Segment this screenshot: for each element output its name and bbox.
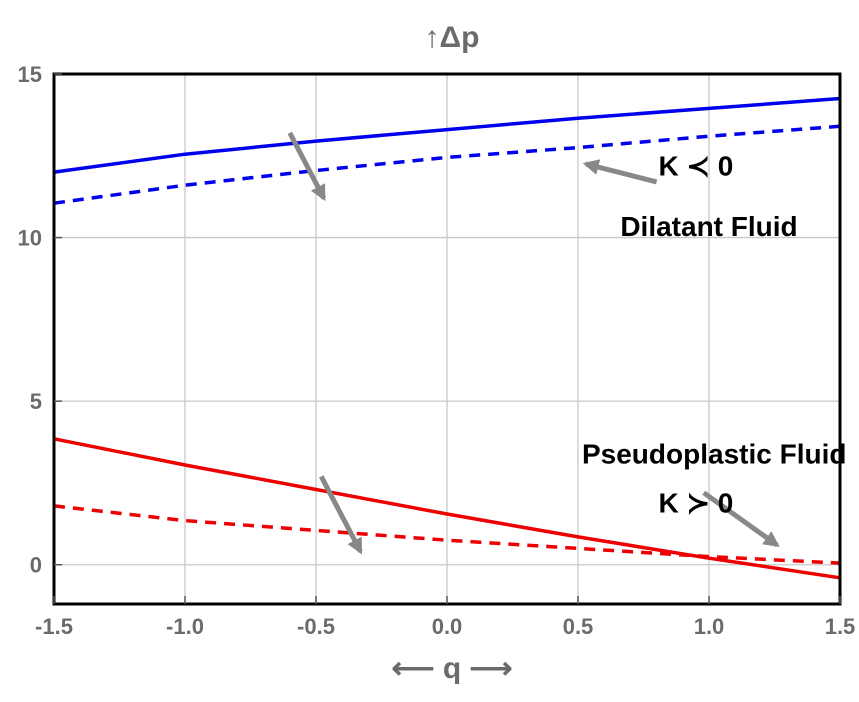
x-tick-label-1: -1.0 [166, 614, 204, 639]
x-tick-label-5: 1.0 [694, 614, 725, 639]
x-axis-label: ⟵ q ⟶ [391, 652, 512, 685]
arrow-layer [287, 131, 780, 555]
y-tick-label-0: 0 [30, 553, 42, 578]
x-tick-label-0: -1.5 [35, 614, 73, 639]
series-layer [53, 96, 841, 580]
series-line-0 [53, 96, 841, 174]
series-line-2 [53, 437, 841, 580]
annotations: K ≺ 0 Dilatant Fluid Pseudoplastic Fluid K … [582, 150, 846, 518]
x-tick-label-2: -0.5 [297, 614, 335, 639]
blue-trend-arrow [287, 131, 327, 202]
y-tick-label-2: 10 [18, 226, 42, 251]
x-tick-label-3: 0.0 [432, 614, 463, 639]
x-tick-label-4: 0.5 [563, 614, 594, 639]
tick-labels: -1.5 -1.0 -0.5 0.0 0.5 1.0 1.5 0 5 10 15 [18, 62, 856, 639]
y-tick-label-3: 15 [18, 62, 42, 87]
y-axis-label: ↑Δp [425, 21, 480, 54]
red-trend-arrow [319, 475, 363, 555]
pseudoplastic-label-arrow [702, 490, 780, 548]
annotation-k-pos: K ≻ 0 [658, 487, 733, 518]
x-tick-label-6: 1.5 [825, 614, 856, 639]
y-tick-label-1: 5 [30, 389, 42, 414]
annotation-dilatant: Dilatant Fluid [620, 211, 797, 242]
annotation-k-neg: K ≺ 0 [658, 150, 733, 181]
annotation-pseudoplastic: Pseudoplastic Fluid [582, 438, 846, 469]
dilatant-label-arrow [582, 159, 658, 185]
